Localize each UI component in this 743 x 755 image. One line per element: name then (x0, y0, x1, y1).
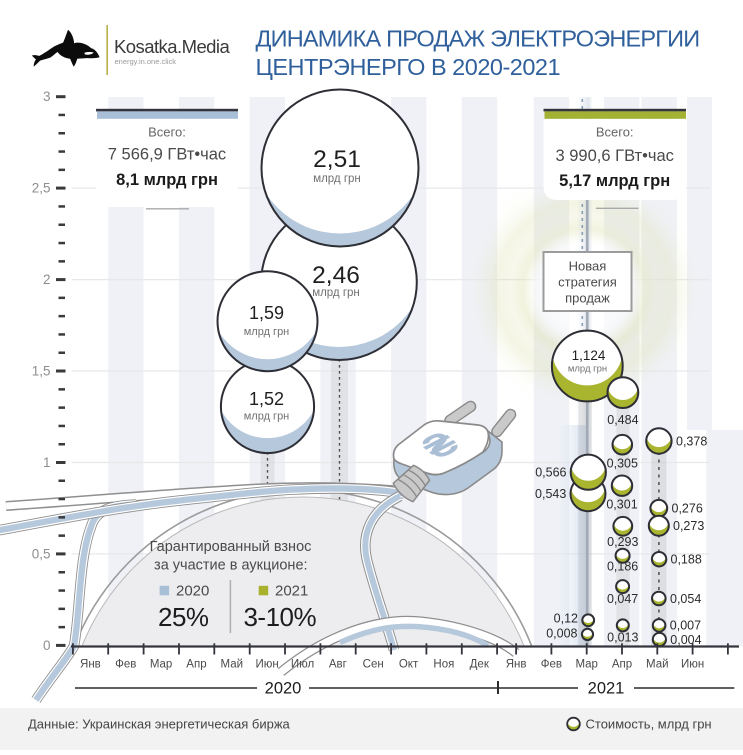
svg-text:ЦЕНТРЭНЕРГО В 2020-2021: ЦЕНТРЭНЕРГО В 2020-2021 (256, 54, 561, 80)
svg-text:0,566: 0,566 (535, 466, 566, 480)
svg-text:0,273: 0,273 (673, 519, 704, 533)
svg-text:Окт: Окт (399, 659, 419, 671)
svg-text:2021: 2021 (275, 583, 308, 600)
svg-text:0,276: 0,276 (672, 502, 703, 516)
svg-text:Данные: Украинская энергетичес: Данные: Украинская энергетическая биржа (28, 717, 291, 732)
svg-text:energy.in.one.click: energy.in.one.click (115, 57, 177, 66)
svg-text:2: 2 (43, 272, 51, 287)
svg-text:0,378: 0,378 (676, 435, 707, 449)
svg-text:Июн: Июн (256, 659, 279, 671)
svg-text:Мар: Мар (575, 659, 598, 671)
svg-text:Kosatka.Media: Kosatka.Media (114, 36, 230, 57)
svg-text:Июн: Июн (681, 659, 704, 671)
svg-text:8,1 млрд грн: 8,1 млрд грн (116, 171, 218, 189)
svg-text:Новая: Новая (569, 259, 607, 274)
svg-text:Гарантированный взнос: Гарантированный взнос (150, 539, 312, 555)
svg-text:ДИНАМИКА ПРОДАЖ ЭЛЕКТРОЭНЕРГИИ: ДИНАМИКА ПРОДАЖ ЭЛЕКТРОЭНЕРГИИ (256, 26, 700, 52)
svg-text:млрд грн: млрд грн (313, 173, 361, 185)
svg-text:2,5: 2,5 (32, 181, 51, 196)
svg-text:0,013: 0,013 (607, 631, 638, 645)
svg-text:Май: Май (221, 659, 244, 671)
svg-text:0,008: 0,008 (546, 627, 577, 641)
svg-text:2020: 2020 (265, 680, 302, 698)
svg-text:0,054: 0,054 (670, 592, 701, 606)
svg-text:0,12: 0,12 (554, 612, 578, 626)
svg-text:Всего:: Всего: (148, 125, 186, 140)
svg-text:2020: 2020 (176, 583, 209, 600)
svg-text:Янв: Янв (506, 659, 527, 671)
svg-text:Всего:: Всего: (596, 125, 634, 140)
svg-text:Сен: Сен (363, 659, 384, 671)
svg-text:за участие в аукционе:: за участие в аукционе: (154, 558, 308, 574)
svg-text:3 990,6 ГВт•час: 3 990,6 ГВт•час (556, 147, 674, 165)
svg-text:2,51: 2,51 (313, 146, 361, 173)
svg-text:2,46: 2,46 (312, 262, 360, 289)
svg-text:продаж: продаж (565, 291, 610, 306)
svg-text:Авг: Авг (329, 659, 347, 671)
svg-text:25%: 25% (158, 602, 209, 632)
svg-text:0,543: 0,543 (535, 487, 566, 501)
svg-text:млрд грн: млрд грн (244, 411, 290, 423)
svg-text:0,293: 0,293 (607, 535, 638, 549)
svg-text:Май: Май (646, 659, 669, 671)
svg-text:Ноя: Ноя (433, 659, 454, 671)
svg-text:0: 0 (43, 638, 51, 653)
svg-text:Апр: Апр (186, 659, 206, 671)
svg-text:Фев: Фев (115, 659, 136, 671)
svg-text:0,484: 0,484 (607, 413, 638, 427)
svg-text:0,188: 0,188 (671, 553, 702, 567)
svg-text:0,007: 0,007 (670, 619, 701, 633)
svg-text:1,124: 1,124 (572, 348, 606, 363)
svg-text:Янв: Янв (80, 659, 101, 671)
svg-text:1,52: 1,52 (249, 389, 284, 409)
svg-text:Апр: Апр (612, 659, 632, 671)
svg-text:млрд грн: млрд грн (312, 287, 360, 299)
svg-text:1: 1 (43, 455, 51, 470)
svg-text:0,5: 0,5 (32, 546, 51, 561)
svg-text:млрд грн: млрд грн (244, 326, 290, 338)
svg-text:0,047: 0,047 (607, 592, 638, 606)
svg-text:1,59: 1,59 (249, 303, 284, 323)
svg-text:3-10%: 3-10% (243, 602, 316, 632)
svg-text:Фев: Фев (541, 659, 562, 671)
svg-text:Дек: Дек (470, 659, 490, 671)
svg-text:0,186: 0,186 (607, 560, 638, 574)
svg-text:Мар: Мар (150, 659, 173, 671)
svg-text:5,17 млрд грн: 5,17 млрд грн (559, 172, 670, 190)
svg-text:0,305: 0,305 (607, 457, 638, 471)
svg-text:0,301: 0,301 (606, 498, 637, 512)
svg-text:3: 3 (43, 89, 51, 104)
svg-text:Июл: Июл (291, 659, 314, 671)
svg-text:7 566,9 ГВт•час: 7 566,9 ГВт•час (108, 146, 226, 164)
svg-text:0,004: 0,004 (670, 633, 701, 647)
svg-text:стратегия: стратегия (558, 275, 617, 290)
svg-text:млрд грн: млрд грн (568, 364, 607, 375)
svg-text:2021: 2021 (588, 680, 625, 698)
svg-text:Стоимость, млрд грн: Стоимость, млрд грн (586, 717, 712, 732)
svg-text:1,5: 1,5 (32, 364, 51, 379)
